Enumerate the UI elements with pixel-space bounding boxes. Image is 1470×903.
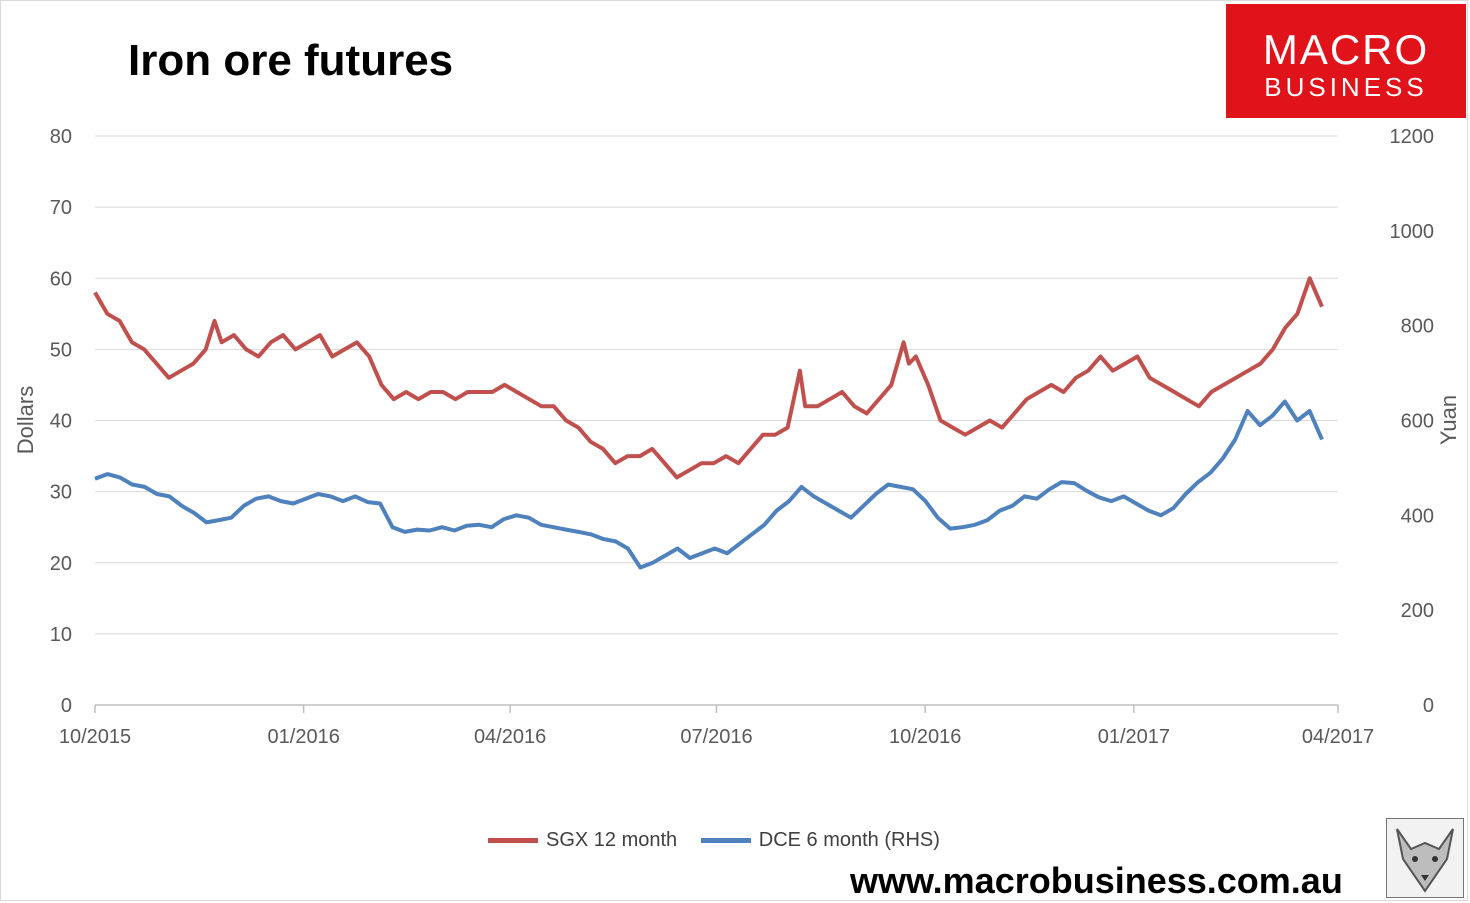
y-tick-label: 10	[50, 624, 72, 646]
series-line-sgx	[93, 276, 1324, 480]
y-tick-label: 60	[50, 268, 72, 290]
legend-label-sgx: SGX 12 month	[546, 829, 678, 851]
y2-tick-label: 200	[1401, 600, 1434, 622]
y-tick-label: 30	[50, 482, 72, 504]
y-axis-title: Dollars	[13, 386, 38, 454]
logo-line2: BUSINESS	[1264, 72, 1428, 102]
logo-line1: MACRO	[1262, 26, 1430, 73]
series-line-dce	[94, 399, 1324, 570]
x-tick-label: 07/2016	[680, 726, 752, 748]
x-tick-label: 04/2017	[1302, 726, 1374, 748]
x-tick-label: 04/2016	[474, 726, 546, 748]
legend-label-dce: DCE 6 month (RHS)	[758, 829, 940, 851]
y-tick-label: 20	[50, 553, 72, 575]
x-tick-label: 10/2016	[889, 726, 961, 748]
x-tick-label: 01/2017	[1098, 726, 1170, 748]
y-tick-label: 70	[50, 197, 72, 219]
legend-item-sgx: SGX 12 month	[488, 829, 677, 852]
legend-swatch-sgx	[488, 838, 538, 843]
y2-tick-label: 1200	[1390, 126, 1435, 148]
website-footer: www.macrobusiness.com.au	[850, 860, 1343, 901]
fox-logo-icon	[1386, 818, 1464, 898]
y2-tick-label: 1000	[1390, 221, 1435, 243]
y-tick-label: 50	[50, 339, 72, 361]
macrobusiness-logo: MACRO BUSINESS	[1226, 4, 1466, 118]
legend-item-dce: DCE 6 month (RHS)	[700, 829, 940, 852]
chart-title: Iron ore futures	[128, 36, 454, 85]
y-tick-label: 80	[50, 126, 72, 148]
y2-axis-title: Yuan	[1436, 395, 1461, 445]
y2-tick-label: 0	[1423, 695, 1434, 717]
legend-swatch-dce	[700, 838, 751, 843]
y2-tick-label: 400	[1401, 505, 1434, 527]
y2-tick-label: 800	[1401, 316, 1434, 338]
y-tick-label: 40	[50, 411, 72, 433]
y2-tick-label: 600	[1401, 411, 1434, 433]
x-tick-label: 10/2015	[59, 726, 131, 748]
y-tick-label: 0	[61, 695, 72, 717]
x-tick-label: 01/2016	[268, 726, 340, 748]
chart-legend: SGX 12 month DCE 6 month (RHS)	[488, 826, 958, 852]
